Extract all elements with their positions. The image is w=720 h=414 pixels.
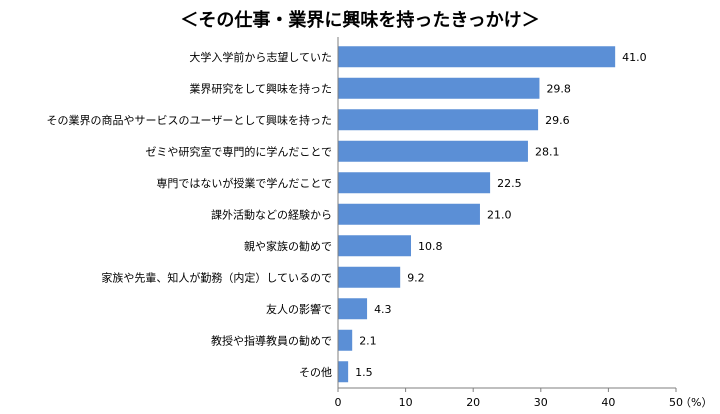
category-label: 業界研究をして興味を持った xyxy=(189,81,332,95)
bar xyxy=(338,109,539,131)
bar xyxy=(338,77,540,99)
category-label: 親や家族の勧めで xyxy=(244,239,332,253)
bar xyxy=(338,235,412,257)
bar xyxy=(338,172,491,194)
category-label: 専門ではないが授業で学んだことで xyxy=(156,176,332,190)
value-label: 29.8 xyxy=(546,82,571,95)
category-label: 友人の影響で xyxy=(266,302,332,316)
bar xyxy=(338,361,349,383)
category-label: 大学入学前から志望していた xyxy=(189,50,332,64)
value-label: 21.0 xyxy=(487,208,512,221)
x-tick-label: 20 xyxy=(466,396,480,409)
value-label: 29.6 xyxy=(545,114,570,127)
x-unit-label: （%） xyxy=(680,396,712,409)
x-tick-label: 0 xyxy=(335,396,342,409)
value-label: 41.0 xyxy=(622,51,647,64)
bar xyxy=(338,203,480,225)
category-label: その業界の商品やサービスのユーザーとして興味を持った xyxy=(47,113,332,127)
category-label: 課外活動などの経験から xyxy=(211,207,332,221)
bar xyxy=(338,46,616,68)
category-label: 教授や指導教員の勧めで xyxy=(211,333,332,347)
bar xyxy=(338,266,401,288)
bar xyxy=(338,298,368,320)
x-tick-label: 10 xyxy=(399,396,413,409)
x-tick-label: 50 xyxy=(669,396,683,409)
x-tick-label: 30 xyxy=(534,396,548,409)
category-label: ゼミや研究室で専門的に学んだことで xyxy=(145,144,332,158)
category-label: その他 xyxy=(299,366,332,379)
bar xyxy=(338,140,528,162)
value-label: 2.1 xyxy=(359,334,377,347)
value-label: 4.3 xyxy=(374,303,392,316)
bar xyxy=(338,329,353,351)
value-label: 10.8 xyxy=(418,240,443,253)
chart-title: ＜その仕事・業界に興味を持ったきっかけ＞ xyxy=(180,10,540,31)
value-label: 22.5 xyxy=(497,177,521,190)
category-label: 家族や先輩、知人が勤務（内定）しているので xyxy=(101,270,332,284)
value-label: 28.1 xyxy=(535,145,560,158)
x-tick-label: 40 xyxy=(601,396,615,409)
value-label: 9.2 xyxy=(407,271,425,284)
value-label: 1.5 xyxy=(355,366,373,379)
